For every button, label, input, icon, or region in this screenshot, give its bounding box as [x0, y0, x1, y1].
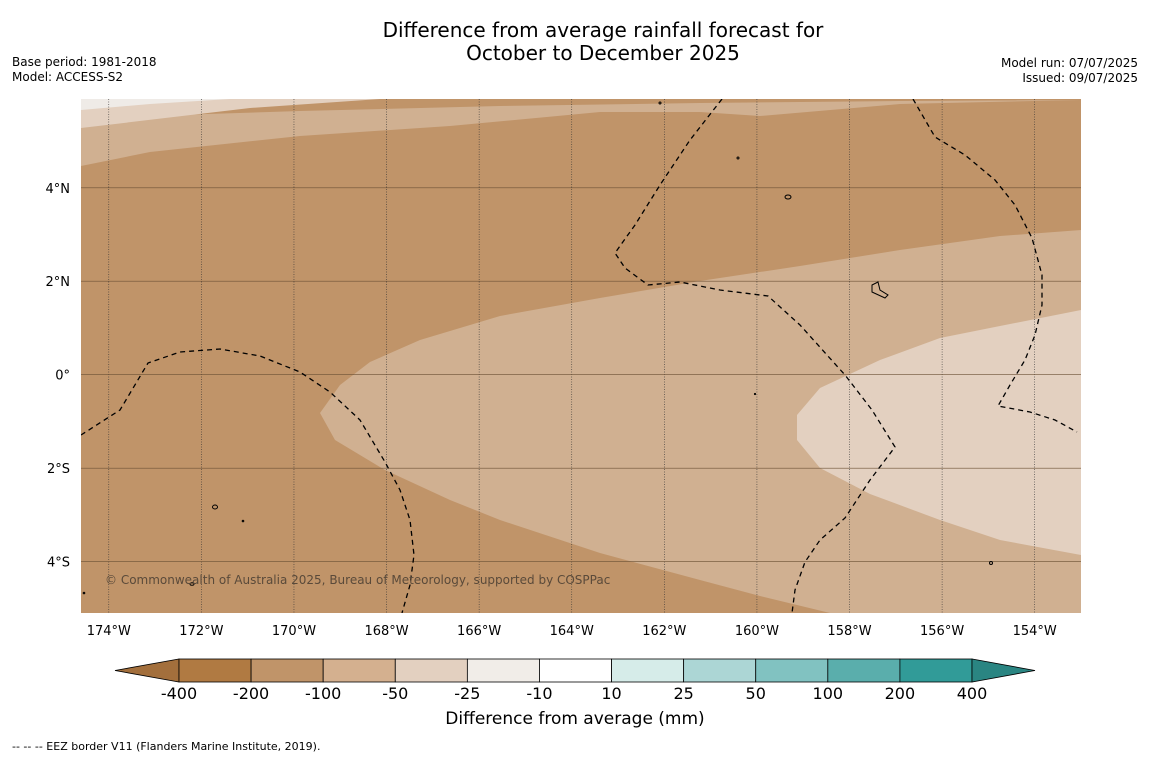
lat-tick-label: 2°S: [47, 462, 70, 477]
lon-tick-label: 160°W: [735, 624, 779, 639]
colorbar-segment: [250, 658, 324, 683]
meta-right: Model run: 07/07/2025 Issued: 09/07/2025: [1001, 56, 1138, 86]
base-period: Base period: 1981-2018: [12, 55, 157, 69]
island-8: [753, 392, 757, 396]
latitude-labels: 4°N 2°N 0° 2°S 4°S: [46, 182, 71, 571]
colorbar-segment: [178, 658, 252, 683]
longitude-gridlines: [108, 99, 1036, 613]
colorbar-tick-label: -50: [382, 684, 408, 703]
colorbar-tick-label: 200: [885, 684, 916, 703]
lon-tick-label: 168°W: [364, 624, 408, 639]
colorbar-segment: [611, 658, 685, 683]
colorbar-segment: [827, 658, 901, 683]
colorbar-segment: [394, 658, 468, 683]
island-6: [736, 156, 740, 160]
region-neg50-north: [81, 99, 380, 128]
eez-border-central: [614, 99, 896, 613]
lon-tick-label: 156°W: [920, 624, 964, 639]
colorbar-tick-label: -25: [454, 684, 480, 703]
title-line-2: October to December 2025: [466, 41, 740, 65]
model-name: Model: ACCESS-S2: [12, 70, 124, 84]
colorbar-segment: [755, 658, 829, 683]
region-neg100-north: [81, 99, 1081, 166]
colorbar-extend-low: [114, 658, 180, 683]
lon-tick-label: 174°W: [87, 624, 131, 639]
colorbar-tick-label: 25: [673, 684, 693, 703]
lon-tick-label: 164°W: [550, 624, 594, 639]
eez-border-east: [912, 99, 1078, 433]
island-5: [658, 101, 662, 105]
map-title: Difference from average rainfall forecas…: [0, 19, 1150, 65]
region-neg100-central: [320, 230, 1081, 613]
colorbar-tick-label: -100: [305, 684, 341, 703]
colorbar-tick-label: -400: [161, 684, 197, 703]
colorbar-segment: [539, 658, 612, 683]
colorbar-tick-label: 100: [813, 684, 844, 703]
island-1: [784, 194, 792, 200]
lat-tick-label: 4°N: [46, 182, 71, 197]
issued-date: Issued: 09/07/2025: [1022, 71, 1138, 85]
colorbar-label: Difference from average (mm): [445, 709, 705, 729]
longitude-labels: 174°W 172°W 170°W 168°W 166°W 164°W 162°W 160°W…: [87, 624, 1057, 639]
island-4: [989, 561, 993, 565]
lat-tick-label: 0°: [55, 369, 70, 384]
island-9: [82, 591, 86, 595]
colorbar-segment: [466, 658, 540, 683]
colorbar-tick-label: 10: [601, 684, 621, 703]
colorbar-segment: [899, 658, 973, 683]
colorbar-tick-label: 50: [746, 684, 766, 703]
eez-border-west: [81, 348, 415, 613]
map-plot: © Commonwealth of Australia 2025, Bureau…: [81, 99, 1081, 613]
colorbar-segment: [322, 658, 396, 683]
region-neg50-east: [797, 310, 1081, 555]
colorbar-tick-label: 400: [957, 684, 988, 703]
title-line-1: Difference from average rainfall forecas…: [382, 18, 824, 42]
lat-tick-label: 2°N: [46, 275, 71, 290]
colorbar-segment: [683, 658, 757, 683]
lon-tick-label: 158°W: [827, 624, 871, 639]
footnote-eez: -- -- -- EEZ border V11 (Flanders Marine…: [12, 740, 321, 753]
island-2: [212, 504, 218, 510]
colorbar: -400 -200 -100 -50 -25 -10 10 25 50 100 200 400: [114, 658, 1036, 703]
colorbar-tick-label: -200: [233, 684, 269, 703]
lon-tick-label: 162°W: [642, 624, 686, 639]
island-7: [241, 519, 245, 523]
island-kiritimati: [871, 281, 889, 299]
lon-tick-label: 172°W: [179, 624, 223, 639]
island-3: [189, 582, 195, 586]
latitude-gridlines: [81, 187, 1081, 562]
model-run: Model run: 07/07/2025: [1000, 56, 1138, 70]
meta-left: Base period: 1981-2018 Model: ACCESS-S2: [12, 55, 157, 85]
lon-tick-label: 154°W: [1013, 624, 1057, 639]
copyright-text: © Commonwealth of Australia 2025, Bureau…: [105, 573, 610, 587]
islands: [82, 101, 993, 595]
lat-tick-label: 4°S: [47, 556, 70, 571]
eez-borders: [81, 99, 1078, 613]
lon-tick-label: 166°W: [457, 624, 501, 639]
colorbar-extend-high: [971, 658, 1036, 683]
region-neg25-north: [81, 99, 230, 110]
colorbar-tick-label: -10: [526, 684, 552, 703]
lon-tick-label: 170°W: [272, 624, 316, 639]
